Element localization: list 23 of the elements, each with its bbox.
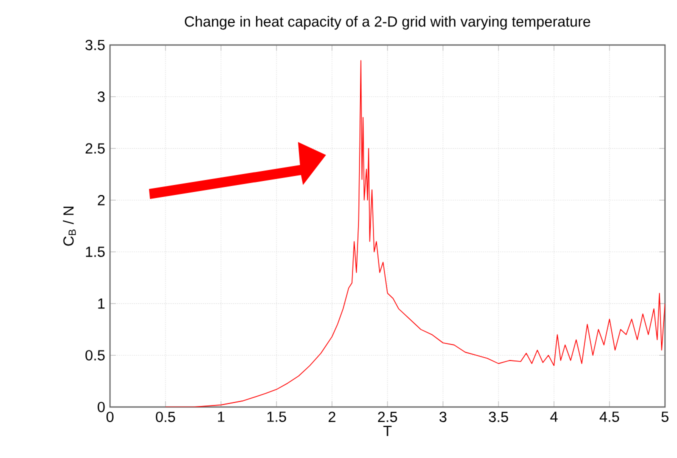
- y-tick-label: 1.5: [86, 246, 105, 257]
- y-tick-label: 3: [98, 92, 105, 102]
- x-tick-label: 3.5: [488, 412, 508, 422]
- y-tick-label: 3.5: [85, 40, 105, 50]
- x-tick-label: 0.5: [156, 412, 176, 422]
- x-tick-label: 4: [550, 412, 558, 422]
- y-tick-label: 0: [98, 402, 105, 412]
- line-series: [165, 60, 665, 407]
- x-tick-label: 1.5: [267, 412, 286, 422]
- x-tick-label: 0: [106, 412, 114, 422]
- y-tick-label: 2.5: [86, 143, 105, 154]
- x-tick-label: 5: [662, 412, 668, 422]
- x-tick-label: 1: [218, 412, 224, 422]
- y-axis-title: C$_{B}$ / N: [62, 206, 76, 246]
- x-tick-label: 2: [328, 412, 336, 422]
- x-tick-label: 4.5: [600, 412, 620, 422]
- chart-title: Change in heat capacity of a 2-D grid with varying temperature: [184, 16, 590, 30]
- x-tick-label: 2.5: [378, 412, 398, 422]
- y-tick-label: 0.5: [85, 350, 105, 360]
- y-tick-label: 2: [98, 195, 105, 206]
- x-axis-title: T: [383, 426, 392, 436]
- x-tick-label: 3: [439, 412, 446, 422]
- y-tick-label: 1: [98, 298, 105, 309]
